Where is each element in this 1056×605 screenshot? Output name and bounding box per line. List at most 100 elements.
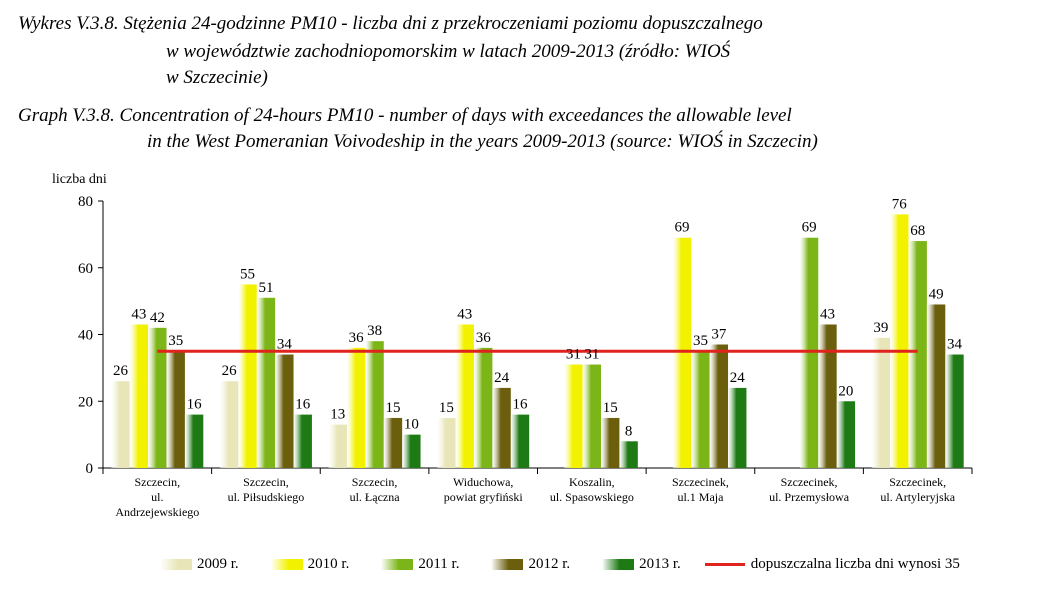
data-label: 16 bbox=[295, 397, 311, 413]
category-label: Szczecinek, bbox=[781, 475, 838, 489]
data-label: 16 bbox=[187, 397, 203, 413]
bar bbox=[799, 237, 819, 468]
data-label: 26 bbox=[113, 363, 129, 379]
bar bbox=[129, 324, 149, 468]
legend-item-threshold: dopuszczalna liczba dni wynosi 35 bbox=[704, 552, 960, 576]
category-label: Widuchowa, bbox=[453, 475, 514, 489]
legend-label: dopuszczalna liczba dni wynosi 35 bbox=[750, 555, 960, 572]
data-label: 69 bbox=[675, 220, 690, 236]
caption-en-line1: Graph V.3.8. Concentration of 24-hours P… bbox=[18, 105, 792, 126]
legend-swatch bbox=[160, 558, 192, 570]
bar bbox=[365, 341, 384, 468]
data-label: 26 bbox=[222, 363, 238, 379]
legend-swatch bbox=[381, 558, 414, 570]
category-label: Andrzejewskiego bbox=[115, 505, 199, 519]
bar bbox=[672, 237, 692, 468]
bar bbox=[818, 324, 837, 468]
category-label: ul.1 Maja bbox=[677, 490, 724, 504]
y-tick-label: 0 bbox=[86, 461, 94, 477]
legend-label: 2009 r. bbox=[197, 555, 239, 572]
bar bbox=[728, 387, 747, 468]
legend-swatch bbox=[602, 558, 635, 570]
data-label: 76 bbox=[892, 196, 908, 212]
data-label: 31 bbox=[566, 347, 581, 363]
bar bbox=[890, 214, 909, 468]
data-label: 24 bbox=[494, 370, 510, 386]
category-label: Szczecin, bbox=[243, 475, 289, 489]
data-label: 37 bbox=[711, 327, 727, 343]
data-label: 36 bbox=[476, 330, 492, 346]
category-label: ul. Przemysłowa bbox=[769, 490, 850, 504]
bar bbox=[455, 324, 474, 468]
y-tick-label: 60 bbox=[78, 261, 93, 277]
bar bbox=[184, 414, 204, 468]
bar bbox=[908, 241, 927, 468]
bar bbox=[582, 364, 602, 468]
data-label: 15 bbox=[385, 400, 400, 416]
bar bbox=[492, 387, 511, 468]
data-label: 51 bbox=[258, 280, 273, 296]
legend-item: 2013 r. bbox=[602, 552, 681, 576]
bar bbox=[148, 327, 167, 468]
data-label: 49 bbox=[929, 286, 944, 302]
data-label: 43 bbox=[820, 306, 835, 322]
category-label: ul. Łączna bbox=[350, 490, 401, 504]
category-label: ul. Spasowskiego bbox=[550, 490, 634, 504]
data-label: 24 bbox=[730, 370, 746, 386]
caption-pl-line1: Wykres V.3.8. Stężenia 24-godzinne PM10 … bbox=[18, 13, 763, 34]
legend-label: 2013 r. bbox=[639, 555, 681, 572]
bar bbox=[238, 284, 257, 468]
caption-en-line2: in the West Pomeranian Voivodeship in th… bbox=[147, 131, 818, 152]
legend-item: 2010 r. bbox=[270, 552, 350, 576]
data-label: 34 bbox=[947, 337, 963, 353]
data-label: 34 bbox=[277, 337, 293, 353]
bar bbox=[510, 414, 530, 468]
data-label: 16 bbox=[512, 397, 528, 413]
data-label: 68 bbox=[910, 223, 925, 239]
data-label: 42 bbox=[150, 310, 165, 326]
data-label: 20 bbox=[838, 383, 853, 399]
chart-legend: 2009 r. 2010 r. 2011 r. 2012 r. 2013 r. dopus… bbox=[160, 552, 960, 576]
data-label: 15 bbox=[603, 400, 618, 416]
data-label: 8 bbox=[625, 423, 633, 439]
category-label: ul. Piłsudskiego bbox=[228, 490, 305, 504]
bar bbox=[402, 434, 421, 468]
category-label: Szczecin, bbox=[352, 475, 398, 489]
data-label: 38 bbox=[367, 323, 382, 339]
legend-label: 2012 r. bbox=[528, 555, 571, 572]
data-label: 43 bbox=[131, 306, 146, 322]
category-label: powiat gryfiński bbox=[444, 490, 524, 504]
y-axis-label: liczba dni bbox=[52, 172, 107, 187]
bar bbox=[293, 414, 312, 468]
data-label: 39 bbox=[873, 320, 888, 336]
legend-line bbox=[704, 562, 745, 566]
category-label: ul. bbox=[151, 490, 163, 504]
data-label: 55 bbox=[240, 266, 255, 282]
bar bbox=[256, 297, 276, 468]
data-label: 43 bbox=[457, 306, 472, 322]
caption-pl-line3: w Szczecinie) bbox=[166, 67, 268, 88]
data-label: 36 bbox=[349, 330, 365, 346]
bar bbox=[601, 417, 620, 468]
data-label: 69 bbox=[802, 220, 817, 236]
data-label: 35 bbox=[168, 333, 183, 349]
legend-swatch bbox=[270, 558, 303, 570]
legend-label: 2010 r. bbox=[307, 555, 350, 572]
data-label: 10 bbox=[404, 417, 419, 433]
bar bbox=[166, 351, 185, 468]
data-label: 31 bbox=[584, 347, 599, 363]
bar bbox=[219, 381, 239, 468]
bar bbox=[346, 347, 366, 468]
category-label: Szczecin, bbox=[134, 475, 180, 489]
bar bbox=[473, 347, 493, 468]
legend-item: 2011 r. bbox=[381, 552, 459, 576]
bar bbox=[619, 441, 638, 468]
data-label: 13 bbox=[330, 407, 345, 423]
bar bbox=[691, 351, 710, 468]
bar bbox=[383, 417, 403, 468]
bar bbox=[275, 354, 294, 468]
category-label: Szczecinek, bbox=[889, 475, 946, 489]
bar bbox=[836, 401, 856, 468]
legend-label: 2011 r. bbox=[418, 555, 460, 572]
bar bbox=[926, 304, 946, 468]
